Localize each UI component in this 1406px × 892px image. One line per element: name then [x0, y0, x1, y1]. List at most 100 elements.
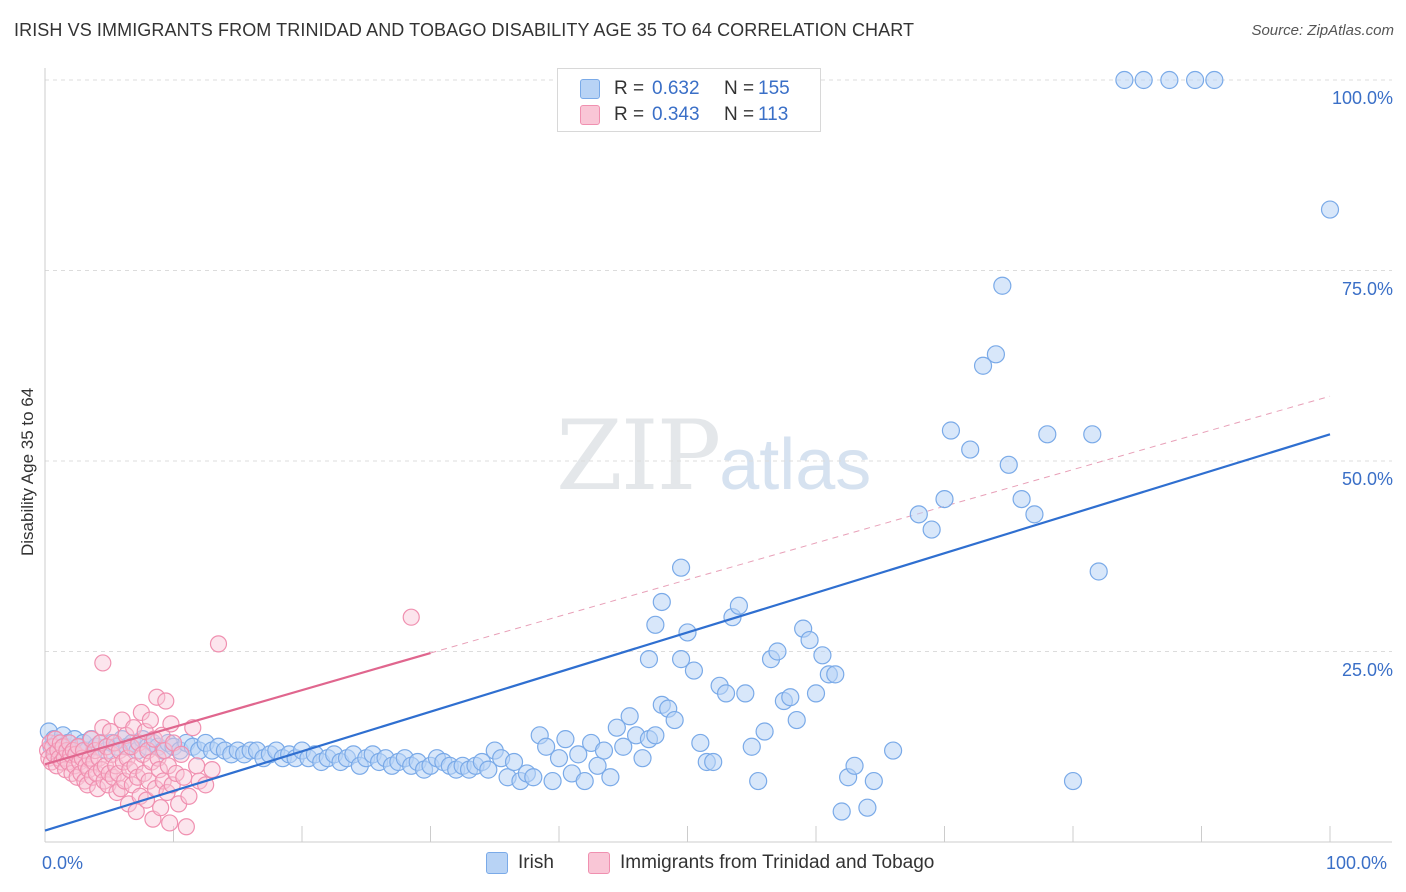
legend-item-trinidad[interactable]: Immigrants from Trinidad and Tobago [588, 852, 934, 874]
point-irish [537, 737, 556, 756]
point-irish [806, 684, 826, 703]
point-irish [601, 768, 620, 787]
point-irish [665, 710, 684, 730]
y-tick-label: 100.0% [1331, 88, 1393, 108]
legend-r-value: 0.632 [652, 78, 700, 99]
point-irish [1115, 70, 1134, 90]
point-irish [864, 771, 883, 791]
point-trinidad [167, 764, 185, 783]
legend-n-label: N = [724, 104, 755, 125]
point-irish [607, 718, 626, 737]
axes [44, 68, 1392, 843]
x-tick-label-min: 0.0% [42, 853, 84, 873]
point-irish [973, 356, 993, 375]
point-trinidad [161, 814, 179, 832]
point-trinidad [188, 757, 206, 775]
point-irish [1134, 70, 1153, 90]
trend-extensions [430, 395, 1331, 654]
legend-n-label: N = [724, 78, 755, 99]
point-irish [909, 505, 928, 524]
point-irish [1038, 425, 1057, 444]
point-irish [999, 455, 1018, 474]
point-trinidad [180, 787, 198, 805]
legend-n-value: 113 [758, 104, 789, 125]
grid-lines [45, 79, 1392, 652]
y-tick-label: 25.0% [1341, 659, 1393, 680]
legend-n-value: 155 [758, 78, 790, 99]
point-irish [781, 688, 800, 707]
point-irish [479, 760, 498, 779]
point-irish [1160, 70, 1179, 90]
legend-swatch-irish [580, 79, 600, 99]
point-trinidad [141, 711, 159, 729]
legend-label-irish: Irish [518, 852, 554, 873]
point-irish [556, 730, 575, 749]
point-trinidad [152, 799, 170, 817]
point-irish [986, 345, 1006, 364]
point-irish [549, 749, 569, 768]
legend-label-trinidad: Immigrants from Trinidad and Tobago [620, 852, 935, 873]
point-trinidad [402, 608, 420, 626]
point-irish [704, 752, 723, 772]
point-trinidad [203, 761, 221, 779]
legend-r-label: R = [614, 104, 645, 125]
point-trinidad [175, 768, 193, 786]
point-irish [691, 733, 710, 753]
x-tick-label-max: 100.0% [1326, 853, 1388, 873]
trend-line-trinidad [44, 651, 431, 766]
point-irish [749, 771, 768, 791]
legend-r-label: R = [614, 78, 645, 99]
point-irish [729, 596, 749, 615]
point-trinidad [148, 688, 166, 706]
legend-item-irish[interactable]: Irish [486, 852, 554, 874]
point-irish [543, 771, 562, 791]
point-trinidad [209, 635, 228, 653]
point-irish [935, 490, 954, 509]
point-irish [575, 771, 594, 791]
point-irish [1025, 505, 1044, 524]
series-legend: Irish Immigrants from Trinidad and Tobag… [0, 852, 1406, 878]
point-irish [1012, 490, 1031, 509]
y-tick-label: 50.0% [1341, 469, 1393, 489]
point-irish [961, 440, 980, 459]
trend-extension-trinidad [430, 395, 1331, 654]
point-irish [1063, 771, 1083, 791]
point-trinidad [94, 654, 112, 672]
trend-line-irish [44, 433, 1331, 832]
data-points [38, 70, 1340, 836]
legend-row-trinidad: R = 0.343 N = 113 [580, 103, 788, 127]
legend-swatch-irish [486, 852, 508, 874]
point-irish [652, 592, 671, 612]
point-irish [941, 421, 961, 440]
point-irish [614, 737, 633, 756]
point-irish [768, 642, 787, 661]
point-irish [742, 737, 761, 756]
point-irish [1089, 562, 1108, 581]
legend-swatch-trinidad [588, 852, 610, 874]
point-irish [569, 745, 588, 764]
legend-swatch-trinidad [580, 105, 600, 125]
point-irish [594, 741, 614, 760]
point-irish [684, 661, 704, 680]
point-trinidad [145, 730, 163, 748]
point-irish [858, 798, 877, 817]
point-irish [671, 558, 691, 577]
point-trinidad [157, 692, 175, 710]
trend-lines [44, 433, 1331, 832]
point-irish [671, 650, 691, 669]
point-irish [993, 276, 1012, 295]
y-tick-label: 75.0% [1341, 278, 1393, 299]
point-irish [716, 684, 736, 703]
point-trinidad [177, 818, 195, 836]
point-trinidad [94, 719, 112, 737]
point-irish [633, 749, 652, 768]
source-label: Source: ZipAtlas.com [1251, 22, 1394, 39]
point-irish [1320, 200, 1340, 219]
point-irish [646, 726, 665, 745]
point-irish [800, 630, 819, 650]
point-irish [813, 646, 832, 665]
point-irish [826, 665, 845, 684]
chart-title: IRISH VS IMMIGRANTS FROM TRINIDAD AND TO… [14, 20, 915, 40]
point-irish [620, 707, 639, 726]
